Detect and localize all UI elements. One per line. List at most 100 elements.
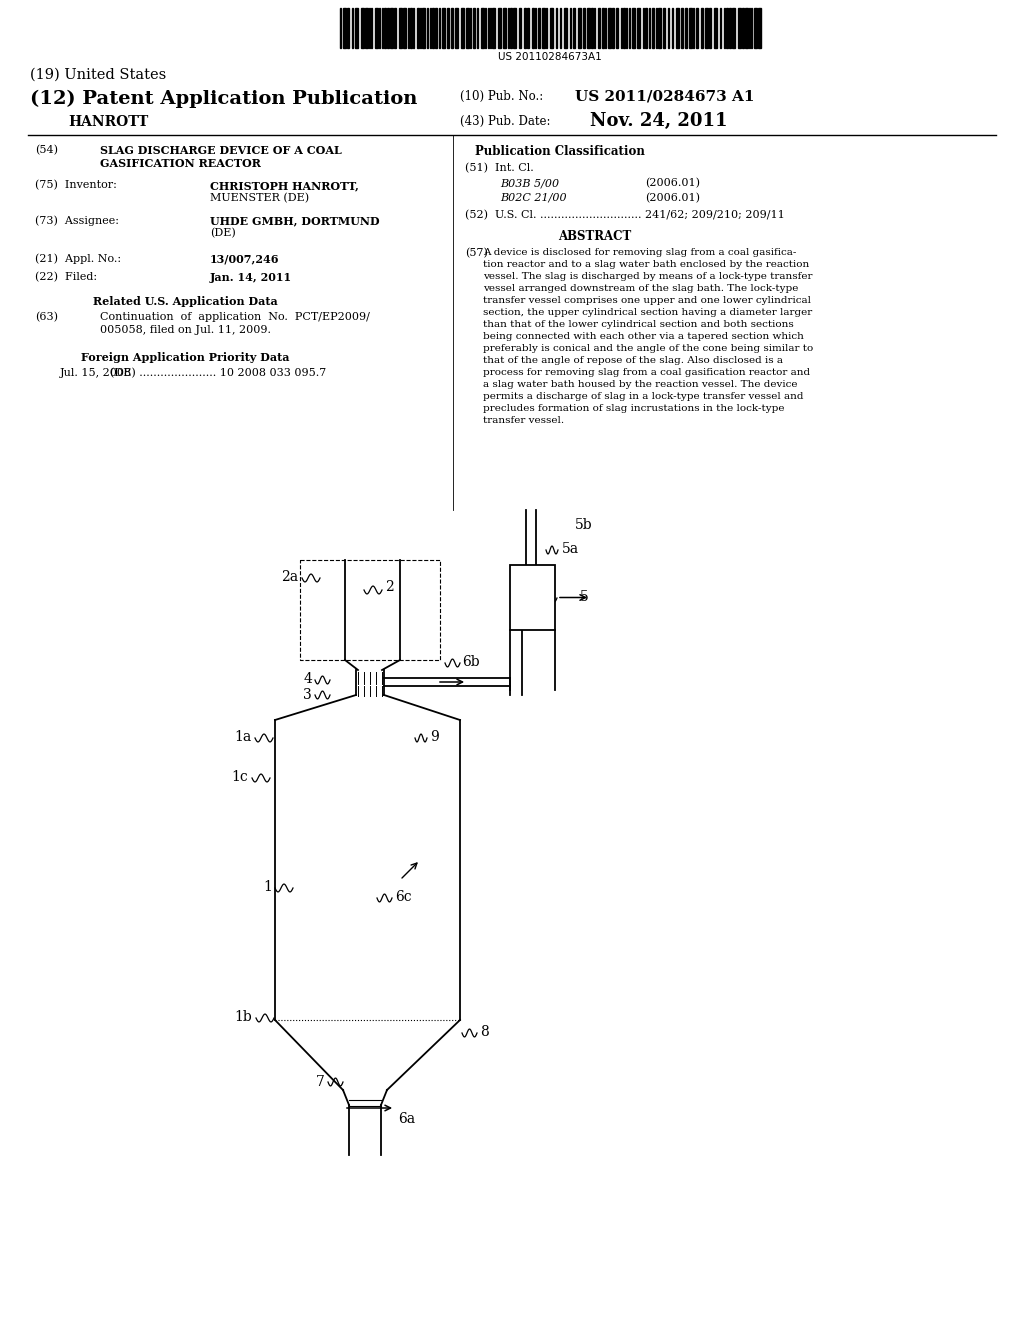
Text: 9: 9 xyxy=(430,730,438,744)
Text: (75)  Inventor:: (75) Inventor: xyxy=(35,180,117,190)
Text: permits a discharge of slag in a lock-type transfer vessel and: permits a discharge of slag in a lock-ty… xyxy=(483,392,804,401)
Text: (63): (63) xyxy=(35,312,58,322)
Bar xyxy=(492,8,495,48)
Bar xyxy=(498,8,501,48)
Text: US 20110284673A1: US 20110284673A1 xyxy=(498,51,602,62)
Text: 7: 7 xyxy=(316,1074,325,1089)
Text: Jan. 14, 2011: Jan. 14, 2011 xyxy=(210,272,292,282)
Text: 1a: 1a xyxy=(234,730,252,744)
Text: section, the upper cylindrical section having a diameter larger: section, the upper cylindrical section h… xyxy=(483,308,812,317)
Bar xyxy=(732,8,735,48)
Text: 5b: 5b xyxy=(575,517,593,532)
Text: (19) United States: (19) United States xyxy=(30,69,166,82)
Bar xyxy=(637,8,640,48)
Bar xyxy=(481,8,484,48)
Bar xyxy=(742,8,744,48)
Bar xyxy=(598,8,600,48)
Bar xyxy=(510,8,512,48)
Bar xyxy=(422,8,425,48)
Text: 2a: 2a xyxy=(281,570,298,583)
Text: (21)  Appl. No.:: (21) Appl. No.: xyxy=(35,253,121,264)
Text: than that of the lower cylindrical section and both sections: than that of the lower cylindrical secti… xyxy=(483,319,794,329)
Text: vessel. The slag is discharged by means of a lock-type transfer: vessel. The slag is discharged by means … xyxy=(483,272,812,281)
Bar xyxy=(726,8,728,48)
Bar xyxy=(645,8,647,48)
Text: precludes formation of slag incrustations in the lock-type: precludes formation of slag incrustation… xyxy=(483,404,784,413)
Bar xyxy=(681,8,683,48)
Text: (73)  Assignee:: (73) Assignee: xyxy=(35,215,119,226)
Bar xyxy=(676,8,679,48)
Bar xyxy=(375,8,378,48)
Text: 8: 8 xyxy=(480,1026,488,1039)
Text: Publication Classification: Publication Classification xyxy=(475,145,645,158)
Bar xyxy=(623,8,625,48)
Bar xyxy=(608,8,611,48)
Text: (2006.01): (2006.01) xyxy=(645,193,700,203)
Bar xyxy=(394,8,396,48)
Bar xyxy=(758,8,761,48)
Text: 13/007,246: 13/007,246 xyxy=(210,253,280,264)
Bar xyxy=(616,8,618,48)
Bar xyxy=(399,8,402,48)
Bar xyxy=(701,8,703,48)
Text: vessel arranged downstream of the slag bath. The lock-type: vessel arranged downstream of the slag b… xyxy=(483,284,799,293)
Text: (54): (54) xyxy=(35,145,58,156)
Bar xyxy=(578,8,581,48)
Bar xyxy=(658,8,662,48)
Bar xyxy=(602,8,604,48)
Bar xyxy=(355,8,358,48)
Bar xyxy=(573,8,575,48)
Text: UHDE GMBH, DORTMUND: UHDE GMBH, DORTMUND xyxy=(210,215,380,226)
Bar xyxy=(347,8,349,48)
Bar xyxy=(519,8,521,48)
Bar xyxy=(435,8,437,48)
Bar xyxy=(442,8,445,48)
Bar xyxy=(612,8,614,48)
Text: (10) Pub. No.:: (10) Pub. No.: xyxy=(460,90,544,103)
Bar xyxy=(754,8,757,48)
Bar xyxy=(524,8,526,48)
Text: 2: 2 xyxy=(385,579,394,594)
Bar xyxy=(343,8,346,48)
Text: that of the angle of repose of the slag. Also disclosed is a: that of the angle of repose of the slag.… xyxy=(483,356,783,366)
Text: Related U.S. Application Data: Related U.S. Application Data xyxy=(92,296,278,308)
Bar xyxy=(451,8,453,48)
Text: GASIFICATION REACTOR: GASIFICATION REACTOR xyxy=(100,158,261,169)
Bar xyxy=(503,8,506,48)
Text: a slag water bath housed by the reaction vessel. The device: a slag water bath housed by the reaction… xyxy=(483,380,798,389)
Text: B02C 21/00: B02C 21/00 xyxy=(500,193,566,203)
Bar xyxy=(532,8,534,48)
Bar xyxy=(538,8,540,48)
Text: (51)  Int. Cl.: (51) Int. Cl. xyxy=(465,162,534,173)
Text: 6b: 6b xyxy=(462,655,479,669)
Text: (DE) ...................... 10 2008 033 095.7: (DE) ...................... 10 2008 033 … xyxy=(110,368,327,379)
Bar xyxy=(387,8,389,48)
Text: 6a: 6a xyxy=(398,1111,415,1126)
Text: (2006.01): (2006.01) xyxy=(645,178,700,189)
Text: transfer vessel.: transfer vessel. xyxy=(483,416,564,425)
Text: US 2011/0284673 A1: US 2011/0284673 A1 xyxy=(575,90,755,104)
Text: MUENSTER (DE): MUENSTER (DE) xyxy=(210,193,309,203)
Bar xyxy=(705,8,708,48)
Bar xyxy=(632,8,635,48)
Text: Jul. 15, 2008: Jul. 15, 2008 xyxy=(60,368,132,378)
Bar xyxy=(542,8,545,48)
Text: (DE): (DE) xyxy=(210,228,236,239)
Text: (22)  Filed:: (22) Filed: xyxy=(35,272,97,282)
Bar xyxy=(473,8,475,48)
Text: Foreign Application Priority Data: Foreign Application Priority Data xyxy=(81,352,289,363)
Bar xyxy=(461,8,464,48)
Bar xyxy=(510,565,555,630)
Text: (52)  U.S. Cl. ............................. 241/62; 209/210; 209/11: (52) U.S. Cl. ..........................… xyxy=(465,210,784,220)
Bar xyxy=(466,8,469,48)
Text: 005058, filed on Jul. 11, 2009.: 005058, filed on Jul. 11, 2009. xyxy=(100,325,271,335)
Bar xyxy=(564,8,567,48)
Bar xyxy=(709,8,711,48)
Text: (57): (57) xyxy=(465,248,487,259)
Text: 1c: 1c xyxy=(231,770,248,784)
Bar xyxy=(410,8,412,48)
Text: HANROTT: HANROTT xyxy=(68,115,148,129)
Text: tion reactor and to a slag water bath enclosed by the reaction: tion reactor and to a slag water bath en… xyxy=(483,260,809,269)
Text: transfer vessel comprises one upper and one lower cylindrical: transfer vessel comprises one upper and … xyxy=(483,296,811,305)
Bar xyxy=(527,8,529,48)
